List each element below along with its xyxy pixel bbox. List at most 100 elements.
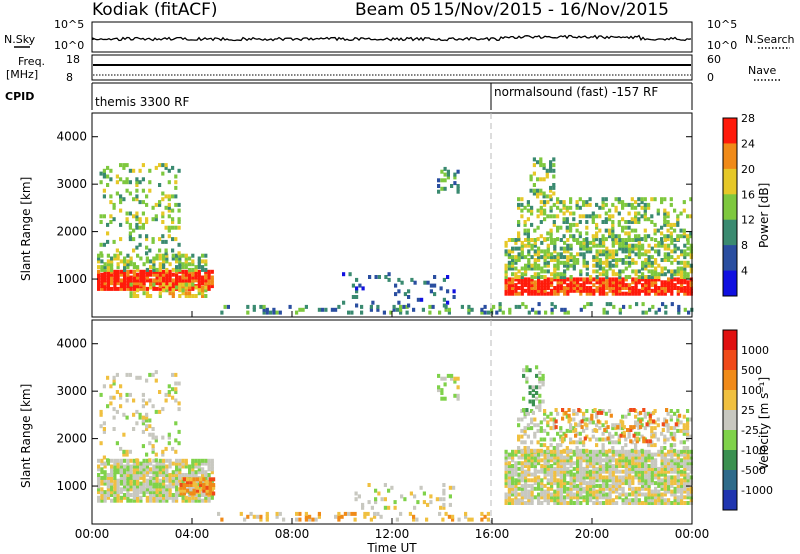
heatmap-cell (627, 234, 631, 239)
heatmap-cell (189, 491, 193, 496)
heatmap-cell (670, 275, 674, 279)
heatmap-cell (511, 492, 515, 497)
heatmap-cell (673, 426, 677, 431)
heatmap-cell (210, 458, 214, 463)
heatmap-cell (676, 449, 680, 454)
heatmap-cell (207, 458, 211, 463)
heatmap-cell (631, 489, 635, 494)
heatmap-cell (517, 291, 521, 296)
heatmap-cell (132, 412, 136, 417)
heatmap-cell (514, 288, 518, 293)
heatmap-cell (682, 200, 686, 205)
heatmap-cell (634, 200, 638, 205)
heatmap-cell (627, 202, 631, 207)
heatmap-cell (524, 475, 528, 480)
heatmap-cell (149, 278, 153, 283)
heatmap-cell (337, 511, 341, 516)
heatmap-cell (527, 458, 531, 463)
heatmap-cell (657, 495, 661, 500)
heatmap-cell (304, 514, 308, 519)
heatmap-cell (605, 275, 609, 279)
heatmap-cell (598, 489, 602, 494)
heatmap-cell (563, 246, 567, 251)
heatmap-cell (650, 461, 654, 466)
heatmap-cell (591, 211, 595, 216)
heatmap-cell (444, 307, 448, 312)
heatmap-cell (629, 428, 633, 432)
heatmap-cell (155, 473, 159, 477)
heatmap-cell (647, 286, 651, 290)
heatmap-cell (413, 494, 417, 499)
heatmap-cell (663, 280, 667, 285)
heatmap-cell (569, 469, 573, 474)
heatmap-cell (530, 288, 534, 293)
heatmap-cell (578, 448, 582, 453)
heatmap-cell (212, 485, 216, 490)
heatmap-cell (106, 275, 110, 280)
heatmap-cell (464, 511, 468, 516)
heatmap-cell (524, 472, 528, 477)
heatmap-cell (115, 372, 119, 377)
heatmap-cell (562, 220, 566, 224)
heatmap-cell (670, 286, 674, 290)
heatmap-cell (429, 289, 433, 294)
heatmap-cell (689, 286, 693, 290)
heatmap-cell (569, 275, 573, 279)
heatmap-cell (644, 260, 648, 265)
heatmap-cell (579, 252, 583, 257)
heatmap-cell (549, 185, 553, 190)
heatmap-cell (155, 484, 159, 489)
heatmap-cell (155, 495, 159, 500)
heatmap-cell (145, 286, 149, 291)
heatmap-cell (686, 478, 690, 483)
heatmap-cell (158, 262, 162, 267)
heatmap-cell (550, 498, 554, 503)
heatmap-cell (602, 310, 606, 315)
heatmap-cell (670, 483, 674, 488)
heatmap-cell (631, 452, 635, 457)
x-tick-label: 00:00 (75, 527, 110, 541)
heatmap-cell (119, 194, 123, 199)
heatmap-cell (552, 174, 556, 179)
heatmap-cell (550, 302, 554, 307)
heatmap-cell (669, 409, 673, 413)
heatmap-cell (553, 246, 557, 251)
heatmap-cell (511, 472, 515, 477)
heatmap-cell (511, 486, 515, 491)
heatmap-cell (628, 469, 632, 474)
heatmap-cell (425, 517, 429, 522)
heatmap-cell (585, 472, 589, 477)
heatmap-cell (628, 260, 632, 265)
heatmap-cell (666, 214, 670, 219)
heatmap-cell (517, 423, 521, 428)
heatmap-cell (566, 263, 570, 268)
heatmap-cell (628, 286, 632, 290)
heatmap-cell (645, 439, 649, 444)
heatmap-cell (549, 437, 553, 442)
heatmap-cell (647, 489, 651, 494)
heatmap-cell (565, 428, 569, 433)
heatmap-cell (543, 249, 547, 254)
heatmap-cell (162, 470, 166, 475)
heatmap-cell (530, 483, 534, 488)
heatmap-cell (673, 469, 677, 474)
heatmap-cell (514, 238, 518, 242)
heatmap-cell (608, 277, 612, 282)
heatmap-cell (595, 455, 599, 460)
heatmap-cell (598, 455, 602, 460)
heatmap-cell (553, 304, 557, 309)
heatmap-cell (202, 485, 206, 490)
heatmap-cell (188, 487, 192, 492)
heatmap-cell (178, 267, 182, 272)
heatmap-cell (663, 238, 667, 242)
heatmap-cell (536, 440, 540, 445)
heatmap-cell (145, 473, 149, 477)
heatmap-cell (589, 498, 593, 503)
heatmap-cell (621, 240, 625, 245)
heatmap-cell (537, 246, 541, 251)
heatmap-cell (582, 440, 586, 445)
heatmap-cell (452, 485, 456, 490)
y-tick-label: 1000 (56, 272, 87, 286)
heatmap-cell (208, 491, 212, 496)
heatmap-cell (569, 200, 573, 205)
